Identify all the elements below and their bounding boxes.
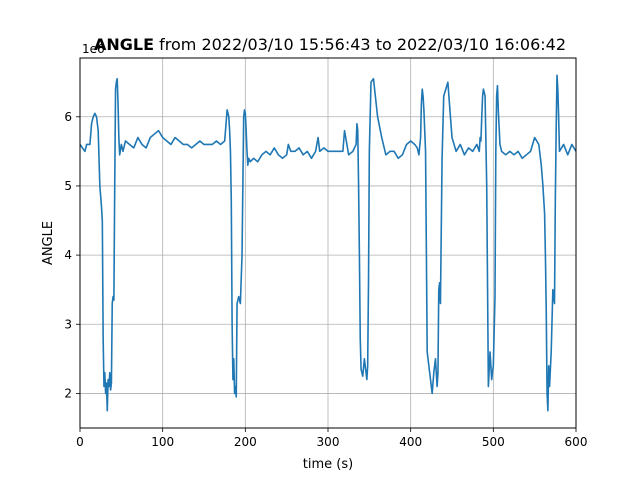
chart-title: ANGLE from 2022/03/10 15:56:43 to 2022/0… [94, 35, 566, 54]
grid [79, 58, 577, 428]
y-axis-label: ANGLE [41, 221, 56, 265]
x-tick-label: 100 [151, 435, 174, 449]
x-tick-label: 500 [482, 435, 505, 449]
y-tick-label: 5 [64, 179, 72, 193]
y-tick-label: 4 [64, 248, 72, 262]
y-tick-label: 2 [64, 386, 72, 400]
x-tick-label: 600 [565, 435, 588, 449]
x-tick-label: 0 [76, 435, 84, 449]
y-tick-label: 3 [64, 317, 72, 331]
plot-area [79, 74, 577, 412]
x-tick-label: 300 [317, 435, 340, 449]
chart-title-bold: ANGLE [94, 35, 154, 54]
series-line [79, 74, 577, 412]
y-tick-label: 6 [64, 110, 72, 124]
ticks: 0 100 200 300 400 500 600 2 3 4 5 6 [64, 110, 587, 449]
x-axis-label: time (s) [303, 457, 353, 472]
x-tick-label: 200 [234, 435, 257, 449]
x-tick-label: 400 [399, 435, 422, 449]
y-offset-label: 1e6 [82, 42, 105, 56]
chart-title-rest: from 2022/03/10 15:56:43 to 2022/03/10 1… [154, 35, 566, 54]
